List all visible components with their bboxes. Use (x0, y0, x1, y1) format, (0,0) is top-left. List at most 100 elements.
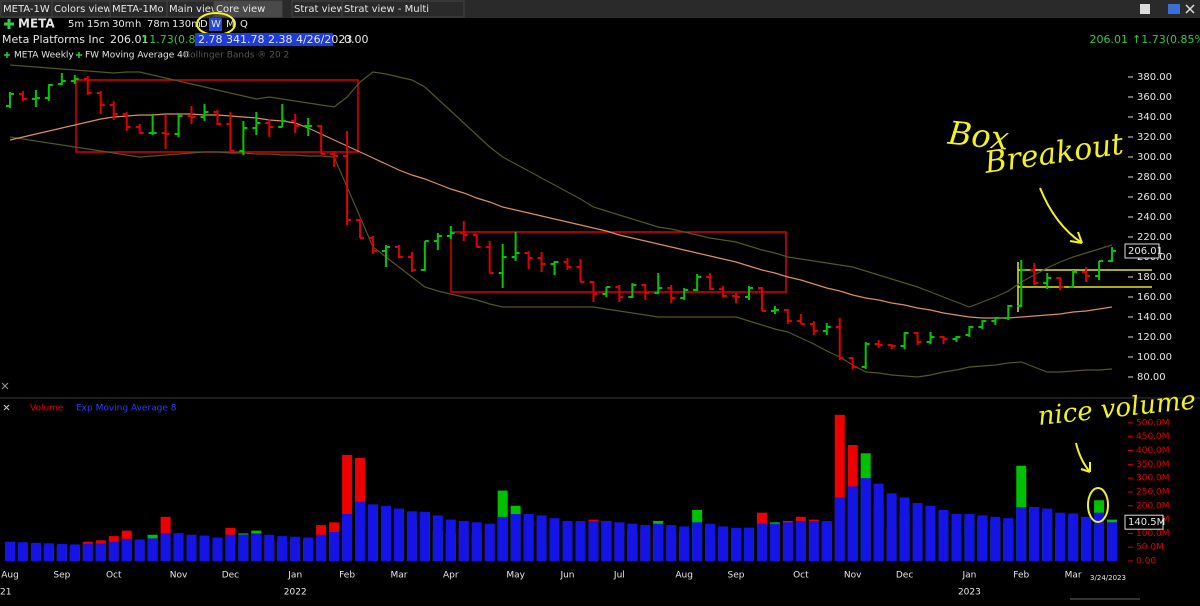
y-tick-label: 350.0M (1136, 460, 1170, 470)
interval[interactable]: h (135, 19, 141, 30)
tab-label[interactable]: Strat view (294, 4, 345, 15)
ema-bar (523, 514, 534, 561)
arrow (1039, 187, 1083, 244)
close-icon[interactable] (3, 404, 10, 411)
x-tick-label: Feb (1013, 571, 1029, 581)
interval[interactable]: 5m (68, 19, 84, 30)
y-tick-label: 100.00 (1137, 352, 1172, 363)
y-tick-label: 50.0M (1136, 543, 1164, 553)
ema-bar (951, 514, 962, 561)
change: ↑1.73(0.85%) (1132, 33, 1200, 46)
ema-bar (860, 478, 871, 561)
ema-bar (1003, 518, 1014, 561)
interval[interactable]: W (211, 19, 221, 30)
legend-entry[interactable]: FW Moving Average 40 (85, 51, 189, 61)
interval[interactable]: 78m (147, 19, 169, 30)
ema-bar (718, 526, 729, 561)
x-tick-label: May (506, 571, 525, 581)
ema-bar (1042, 508, 1053, 561)
intervals: 5m 15m 30m h 78m 130m D W M Q (68, 18, 248, 31)
legend-entry[interactable]: Exp Moving Average 8 (76, 404, 177, 414)
ema-bar (614, 522, 625, 561)
x-tick-label: Nov (844, 571, 862, 581)
ema-bar (471, 522, 482, 561)
annotation: Box (945, 114, 1010, 158)
ema-bar (303, 537, 314, 561)
tab-label[interactable]: Core view (216, 4, 265, 15)
ema-bar (108, 541, 119, 561)
y-tick-label: 180.00 (1137, 272, 1172, 283)
ema-bar (1055, 512, 1066, 561)
y-tick-label: 100.0M (1136, 529, 1170, 539)
last-price: 206.01 (1128, 246, 1163, 257)
x-tick-label: Sep (53, 571, 70, 581)
ema-bar (938, 509, 949, 561)
window-icon[interactable] (1168, 4, 1180, 14)
ema-bar (69, 544, 80, 561)
ema-bar (990, 516, 1001, 561)
tab-label[interactable]: META-1Mo (112, 4, 164, 15)
x-tick-label: Mar (1065, 571, 1082, 581)
ema-bar (82, 543, 93, 561)
ema-bar (445, 519, 456, 561)
active-interval[interactable] (209, 18, 222, 31)
extra-value: 0.00 (344, 33, 369, 46)
price: 206.01 (110, 33, 149, 46)
legend-entry[interactable]: Volume (30, 404, 64, 414)
tab-label[interactable]: META-1W (3, 4, 50, 15)
info-box (195, 33, 333, 46)
price-panel: 80.00100.00120.00140.00160.00180.00200.0… (6, 64, 1172, 383)
y-tick-label: 300.0M (1136, 474, 1170, 484)
y-tick-label: 360.00 (1137, 92, 1172, 103)
x-tick-label: Aug (675, 571, 693, 581)
y-tick-label: 280.00 (1137, 172, 1172, 183)
ema-bar (977, 515, 988, 561)
y-tick-label: 300.00 (1137, 152, 1172, 163)
interval[interactable]: 15m (87, 19, 109, 30)
ema-bar (588, 520, 599, 561)
x-tick-label: Jun (559, 571, 574, 581)
x-tick-label: Dec (222, 571, 239, 581)
interval[interactable]: 30m (112, 19, 134, 30)
x-tick-label: Oct (793, 571, 809, 581)
ema-bar (1029, 507, 1040, 561)
tab-label[interactable]: Colors view (54, 4, 112, 15)
cursor-date: 3/24/2023 (1090, 574, 1126, 582)
interval[interactable]: D (200, 19, 208, 30)
y-tick-label: 200.0M (1136, 501, 1170, 511)
x-tick-label: Jan (961, 571, 976, 581)
legend-entry[interactable]: Bollinger Bands ® 20 2 (184, 51, 289, 61)
ema-bar (393, 508, 404, 561)
bollinger-band (9, 64, 1113, 308)
ema-bar (458, 520, 469, 561)
ema-bar (238, 534, 249, 561)
ema-bar (251, 533, 262, 561)
tab[interactable] (213, 0, 283, 18)
ema-bar (899, 497, 910, 561)
ema-bar (1016, 507, 1027, 561)
ema-bar (121, 538, 132, 561)
x-tick-label: Sep (728, 571, 745, 581)
x-tick-label: Feb (339, 571, 355, 581)
window-icon[interactable] (1140, 4, 1150, 14)
close-icon[interactable] (1185, 4, 1195, 14)
ema-bar (173, 533, 184, 561)
add-icon[interactable] (4, 19, 14, 29)
ema-bar (432, 515, 443, 561)
interval[interactable]: 130m (172, 19, 201, 30)
last-volume: 140.5M (1128, 517, 1165, 528)
ema-bar (756, 523, 767, 561)
ema-bar (484, 523, 495, 561)
tab-label[interactable]: Strat view - Multi (344, 4, 429, 15)
legend-entry[interactable]: META Weekly (14, 51, 74, 61)
interval[interactable]: Q (240, 19, 248, 30)
tabs: META-1W Colors view META-1Mo Main viewCore … (0, 0, 465, 18)
ema-bar (95, 543, 106, 561)
volume-panel: 0.0050.0M100.0M150.0M200.0M250.0M300.0M3… (5, 414, 1170, 567)
tab-label[interactable]: Main view (169, 4, 219, 15)
ema-bar (744, 527, 755, 561)
interval[interactable]: M (226, 19, 235, 30)
symbol[interactable]: META (18, 17, 55, 31)
tab[interactable] (341, 0, 465, 18)
